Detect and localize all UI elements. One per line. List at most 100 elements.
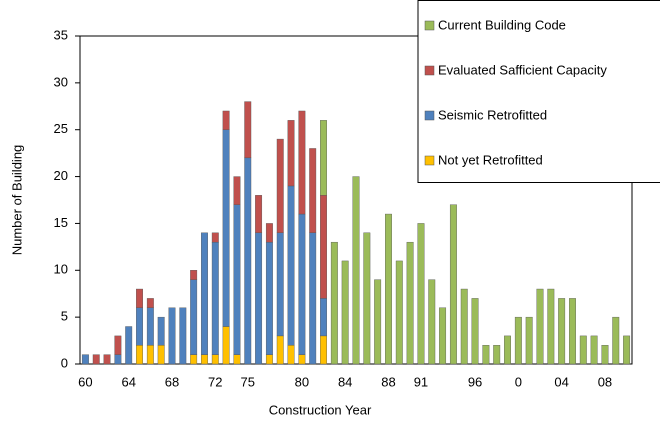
x-tick-label: 04 <box>554 374 568 389</box>
bar-segment <box>81 354 89 365</box>
bar-segment <box>190 354 198 365</box>
bar-segment <box>157 316 165 346</box>
bar-segment <box>558 298 566 365</box>
bar-segment <box>211 241 219 355</box>
bar-segment <box>385 213 392 365</box>
legend-box <box>417 0 660 183</box>
bar-segment <box>146 298 154 308</box>
bar-segment <box>536 288 544 365</box>
bar-segment <box>590 335 598 365</box>
y-tick-label: 20 <box>54 168 68 183</box>
x-tick-label: 84 <box>338 374 352 389</box>
bar-segment <box>406 241 414 365</box>
bar-segment <box>449 204 457 365</box>
x-tick-label: 72 <box>208 374 222 389</box>
x-tick-label: 08 <box>598 374 612 389</box>
bar-segment <box>146 345 154 365</box>
bar-segment <box>222 129 230 327</box>
bar-segment <box>330 241 338 365</box>
bar-segment <box>233 204 241 355</box>
bar-segment <box>298 354 306 365</box>
bar-segment <box>244 101 252 159</box>
x-tick-label: 68 <box>165 374 179 389</box>
bar-segment <box>298 213 306 355</box>
bar-segment <box>309 232 317 365</box>
bar-segment <box>103 354 111 365</box>
bar-segment <box>287 120 295 187</box>
x-tick-label: 91 <box>414 374 428 389</box>
bar-segment <box>309 148 317 233</box>
bar-segment <box>168 307 176 365</box>
bar-segment <box>146 307 154 346</box>
bar-segment <box>579 335 587 365</box>
x-tick-label: 88 <box>381 374 395 389</box>
bar-segment <box>201 232 208 355</box>
bar-segment <box>276 335 284 365</box>
bar-segment <box>157 345 165 365</box>
x-tick-label: 64 <box>121 374 135 389</box>
y-tick-label: 0 <box>61 355 68 370</box>
bar-segment <box>125 326 133 365</box>
bar-segment <box>525 316 533 365</box>
y-tick-label: 5 <box>61 309 68 324</box>
bar-segment <box>201 354 208 365</box>
bar-segment <box>547 288 555 365</box>
x-tick-label: 60 <box>78 374 92 389</box>
y-tick-label: 10 <box>54 262 68 277</box>
bar-segment <box>255 232 263 365</box>
bar-segment <box>320 195 327 299</box>
x-axis-title: Construction Year <box>269 402 372 417</box>
bar-segment <box>265 223 273 243</box>
bar-segment <box>363 232 371 365</box>
bar-segment <box>341 260 349 365</box>
bar-segment <box>114 354 122 365</box>
bar-segment <box>460 288 468 365</box>
x-tick-label: 0 <box>515 374 522 389</box>
y-tick-label: 30 <box>54 74 68 89</box>
bar-segment <box>265 354 273 365</box>
bar-segment <box>482 345 490 365</box>
bar-segment <box>623 335 631 365</box>
bar-segment <box>190 279 198 355</box>
bar-segment <box>276 138 284 233</box>
bar-segment <box>504 335 511 365</box>
bar-segment <box>136 307 143 346</box>
legend-swatch <box>424 110 435 121</box>
bar-segment <box>395 260 403 365</box>
x-tick-label: 80 <box>295 374 309 389</box>
bar-segment <box>493 345 501 365</box>
legend-swatch <box>424 65 435 76</box>
bar-segment <box>374 279 382 365</box>
legend-swatch <box>424 20 435 31</box>
bar-segment <box>114 335 122 355</box>
bar-segment <box>298 110 306 215</box>
bar-segment <box>233 354 241 365</box>
bar-segment <box>276 232 284 337</box>
bar-segment <box>428 279 436 365</box>
bar-segment <box>514 316 522 365</box>
bar-segment <box>471 298 479 365</box>
bar-segment <box>417 223 425 365</box>
legend-label: Seismic Retrofitted <box>438 107 547 122</box>
bar-segment <box>92 354 100 365</box>
y-tick-label: 15 <box>54 215 68 230</box>
bar-segment <box>136 345 143 365</box>
x-tick-label: 96 <box>468 374 482 389</box>
bar-segment <box>439 307 447 365</box>
bar-segment <box>569 298 576 365</box>
bar-segment <box>211 232 219 243</box>
bar-segment <box>612 316 620 365</box>
bar-segment <box>320 335 327 365</box>
bar-segment <box>222 110 230 130</box>
bar-segment <box>320 120 327 196</box>
x-tick-label: 75 <box>241 374 255 389</box>
y-tick-label: 35 <box>54 27 68 42</box>
bar-segment <box>211 354 219 365</box>
bar-segment <box>190 270 198 280</box>
bar-segment <box>255 195 263 233</box>
bar-segment <box>352 176 360 365</box>
bar-segment <box>601 345 609 365</box>
bar-segment <box>287 185 295 346</box>
legend-label: Current Building Code <box>438 17 566 32</box>
